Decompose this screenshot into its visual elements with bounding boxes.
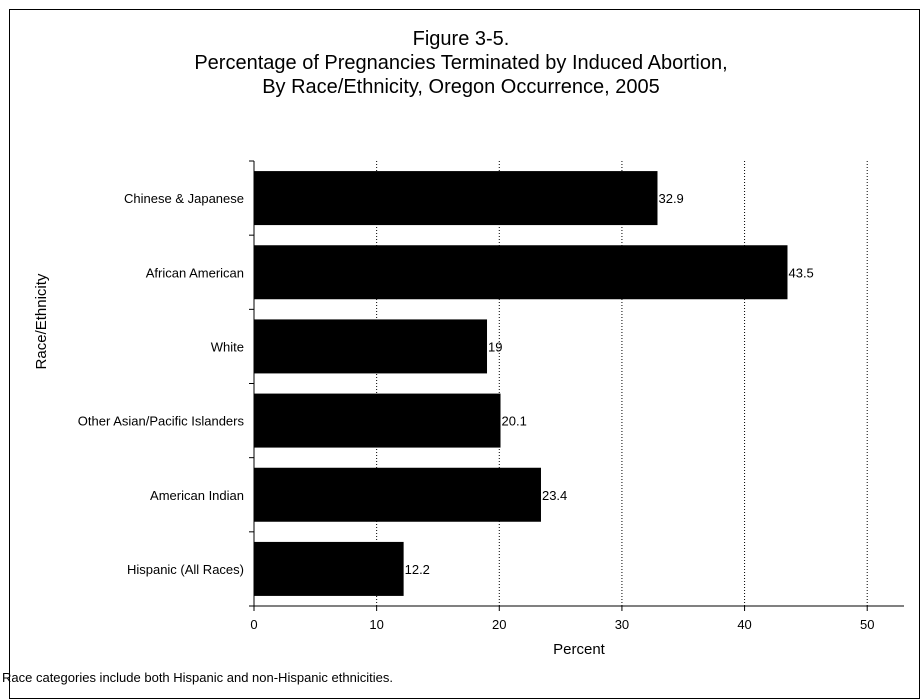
bar-chart: 0 10 20 30 40 50 Chinese & Japanese 32.9 African…: [33, 160, 904, 658]
data-label-1: 43.5: [788, 265, 813, 280]
data-label-5: 12.2: [405, 562, 430, 577]
category-label-5: Hispanic (All Races): [127, 562, 244, 577]
category-label-4: American Indian: [150, 488, 244, 503]
bar-2: [254, 319, 488, 374]
data-label-4: 23.4: [542, 488, 567, 503]
data-label-3: 20.1: [502, 414, 527, 429]
x-tick-label-5: 50: [860, 617, 874, 632]
data-label-0: 32.9: [658, 191, 683, 206]
bar-3: [254, 393, 501, 448]
footnote: Race categories include both Hispanic an…: [2, 670, 393, 685]
chart-title-line-2: Percentage of Pregnancies Terminated by …: [194, 52, 728, 74]
x-tick-label-4: 40: [737, 617, 751, 632]
y-axis-label: Race/Ethnicity: [33, 273, 50, 369]
bar-0: [254, 171, 658, 226]
category-label-1: African American: [146, 265, 244, 280]
x-tick-label-1: 10: [369, 617, 383, 632]
chart-title-line-1: Figure 3-5.: [412, 28, 510, 50]
x-axis-label: Percent: [553, 641, 606, 658]
x-tick-label-0: 0: [250, 617, 257, 632]
chart-title-line-3: By Race/Ethnicity, Oregon Occurrence, 20…: [262, 76, 660, 98]
category-label-3: Other Asian/Pacific Islanders: [78, 414, 245, 429]
x-tick-label-3: 30: [615, 617, 629, 632]
category-label-0: Chinese & Japanese: [124, 191, 244, 206]
data-label-2: 19: [488, 339, 502, 354]
category-label-2: White: [211, 339, 244, 354]
bar-4: [254, 467, 541, 522]
x-tick-label-2: 20: [492, 617, 506, 632]
bar-1: [254, 245, 788, 300]
bar-5: [254, 541, 404, 596]
